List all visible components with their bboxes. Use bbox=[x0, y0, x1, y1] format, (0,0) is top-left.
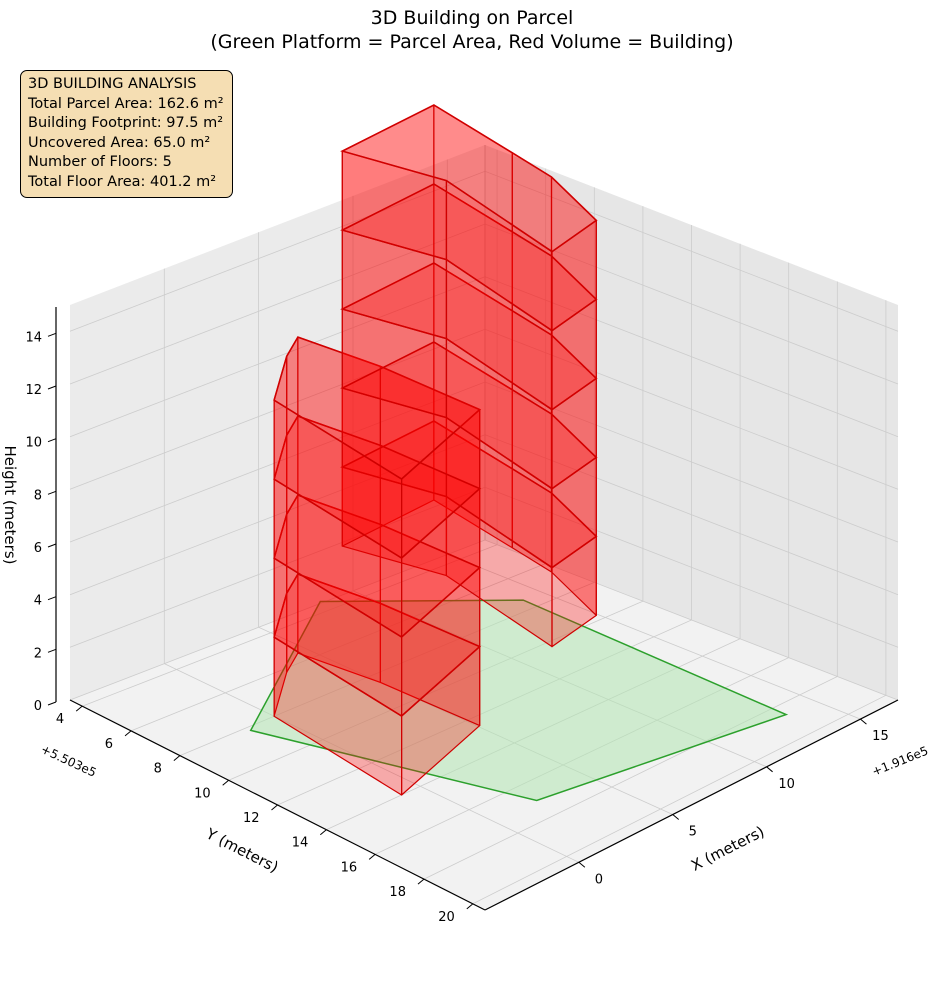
z-tick bbox=[47, 332, 57, 337]
chart-title: 3D Building on Parcel (Green Platform = … bbox=[0, 6, 944, 54]
y-offset-text: +5.503e5 bbox=[39, 742, 99, 780]
y-tick bbox=[368, 854, 376, 860]
info-box-line: Total Parcel Area: 162.6 m² bbox=[28, 95, 224, 112]
info-box: 3D BUILDING ANALYSIS Total Parcel Area: … bbox=[20, 70, 233, 198]
x-tick-label: 0 bbox=[595, 872, 603, 887]
y-axis-label: Y (meters) bbox=[202, 824, 281, 876]
x-axis-label: X (meters) bbox=[688, 822, 767, 874]
back-left-pane bbox=[70, 145, 485, 700]
z-tick bbox=[47, 701, 57, 706]
z-tick-label: 6 bbox=[34, 541, 42, 556]
building-floor-slab bbox=[340, 104, 598, 253]
y-tick-label: 18 bbox=[389, 885, 406, 900]
y-tick-label: 8 bbox=[154, 762, 162, 777]
chart-title-line-1: 3D Building on Parcel bbox=[370, 7, 574, 29]
y-tick bbox=[124, 730, 132, 737]
z-tick-label: 4 bbox=[34, 594, 42, 609]
y-tick bbox=[173, 755, 181, 761]
x-tick-label: 10 bbox=[778, 777, 795, 792]
x-tick bbox=[860, 718, 867, 725]
z-tick-label: 2 bbox=[34, 646, 42, 661]
z-tick-label: 8 bbox=[34, 488, 42, 503]
y-tick bbox=[222, 779, 229, 786]
z-tick bbox=[47, 596, 57, 601]
z-tick-label: 12 bbox=[25, 383, 42, 398]
x-tick-label: 15 bbox=[872, 729, 889, 744]
info-box-line: Uncovered Area: 65.0 m² bbox=[28, 134, 211, 151]
x-tick bbox=[672, 814, 680, 820]
x-tick bbox=[578, 861, 586, 868]
x-tick-label: 5 bbox=[689, 825, 697, 840]
z-tick-label: 14 bbox=[25, 330, 42, 345]
z-tick bbox=[47, 385, 57, 390]
y-tick-label: 20 bbox=[438, 910, 455, 925]
x-tick bbox=[766, 766, 773, 773]
parcel-platform bbox=[249, 599, 789, 802]
z-axis-label: Height (meters) bbox=[1, 446, 19, 565]
building-floor-slab bbox=[273, 336, 482, 480]
info-box-line: Number of Floors: 5 bbox=[28, 154, 172, 170]
z-tick bbox=[47, 438, 57, 443]
y-tick-label: 14 bbox=[292, 836, 309, 851]
y-tick bbox=[271, 804, 278, 811]
x-offset-text: +1.916e5 bbox=[870, 744, 930, 779]
z-tick-label: 0 bbox=[34, 699, 42, 714]
y-tick bbox=[320, 829, 327, 836]
z-tick-label: 10 bbox=[25, 436, 42, 451]
y-tick-label: 4 bbox=[56, 712, 64, 727]
y-tick-label: 6 bbox=[105, 737, 113, 752]
y-tick bbox=[466, 903, 474, 910]
y-tick-label: 12 bbox=[243, 811, 260, 826]
info-box-line: Total Floor Area: 401.2 m² bbox=[28, 173, 217, 190]
x-axis-line bbox=[484, 699, 899, 911]
y-tick-label: 10 bbox=[194, 786, 211, 801]
chart-title-line-2: (Green Platform = Parcel Area, Red Volum… bbox=[210, 31, 734, 53]
info-box-heading: 3D BUILDING ANALYSIS bbox=[28, 76, 197, 92]
z-tick bbox=[47, 490, 57, 495]
z-tick bbox=[47, 543, 57, 548]
y-tick bbox=[417, 878, 425, 885]
y-tick bbox=[75, 705, 83, 712]
info-box-line: Building Footprint: 97.5 m² bbox=[28, 115, 224, 131]
y-tick-label: 16 bbox=[341, 860, 358, 875]
z-tick bbox=[47, 648, 57, 653]
